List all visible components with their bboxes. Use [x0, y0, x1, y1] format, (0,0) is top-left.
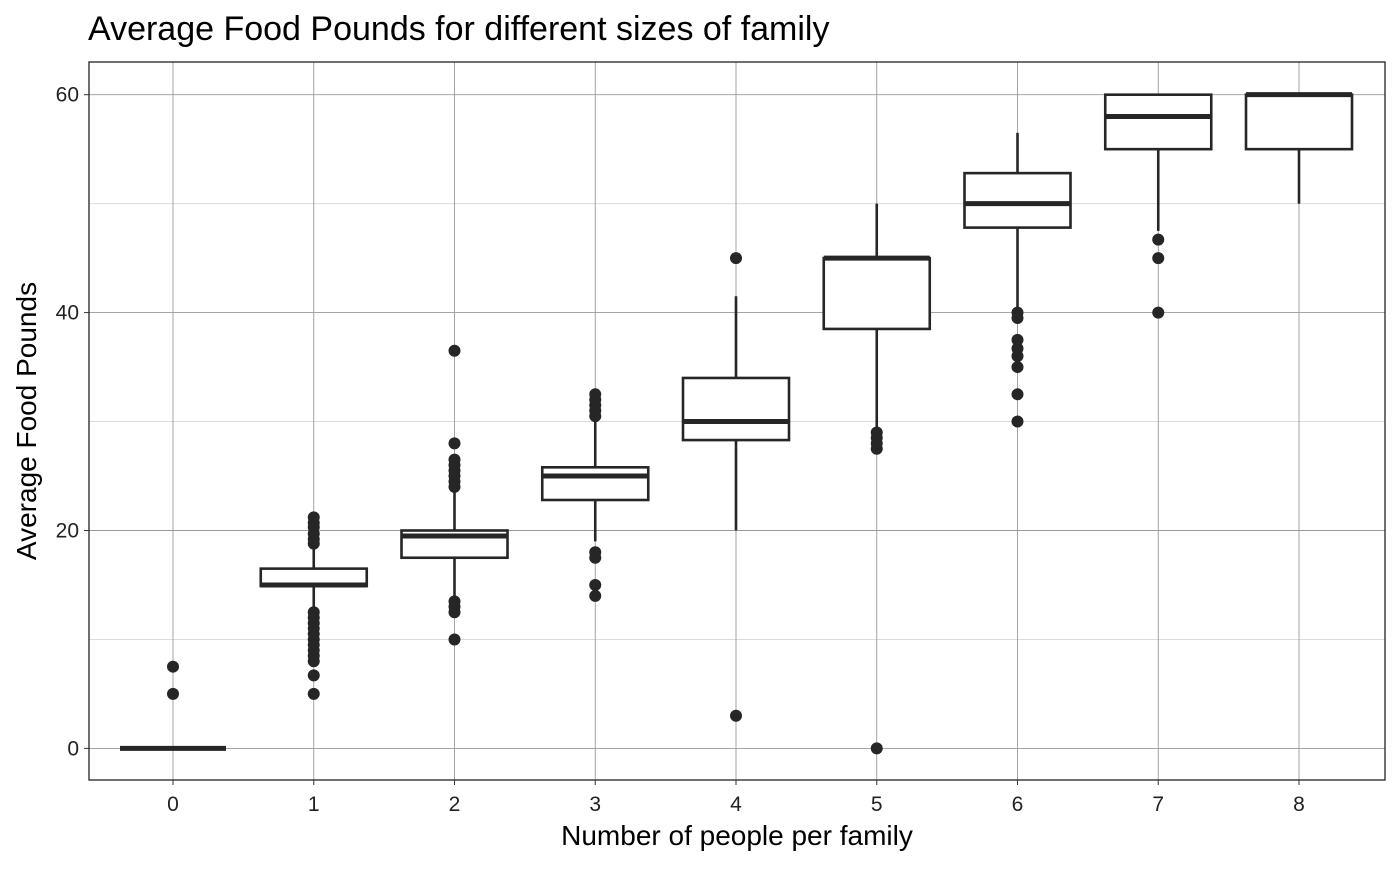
outlier-point [1011, 361, 1024, 374]
outlier-point [1011, 342, 1024, 355]
box-body [540, 466, 650, 502]
outlier-point [307, 687, 320, 700]
box-body [1244, 93, 1354, 151]
box-body [681, 376, 791, 442]
x-tick-label: 5 [871, 793, 883, 816]
outlier-points [167, 233, 1165, 755]
outlier-point [589, 578, 602, 591]
box-6 [963, 132, 1072, 308]
outlier-point [1011, 306, 1024, 319]
x-tick-label: 8 [1293, 793, 1305, 816]
box-5 [822, 203, 932, 427]
x-tick-label: 7 [1152, 793, 1164, 816]
box-body [822, 256, 932, 331]
y-axis-title: Average Food Pounds [11, 282, 42, 560]
x-tick-label: 2 [449, 793, 461, 816]
box-1 [259, 546, 369, 607]
outlier-point [870, 426, 883, 439]
box-4 [681, 296, 791, 531]
axis-ticks: 0 20 40 60 0 1 2 3 4 5 6 7 8 [56, 84, 1305, 816]
outlier-point [448, 437, 461, 450]
outlier-point [730, 252, 742, 265]
x-tick-label: 0 [167, 793, 179, 816]
outlier-point [307, 606, 320, 619]
outlier-point [1152, 252, 1165, 265]
outlier-point [589, 388, 602, 401]
y-tick-label: 20 [56, 519, 79, 542]
outlier-point [589, 589, 602, 602]
box-7 [1103, 93, 1213, 231]
chart-title: Average Food Pounds for different sizes … [88, 10, 829, 48]
outlier-point [167, 660, 179, 673]
box-series [120, 92, 1354, 751]
outlier-point [1152, 306, 1165, 319]
outlier-point [167, 687, 179, 700]
box-body [963, 171, 1072, 229]
x-tick-label: 3 [589, 793, 601, 816]
box-8 [1244, 92, 1354, 204]
y-tick-label: 60 [56, 84, 79, 107]
y-tick-label: 40 [56, 302, 79, 325]
panel-border [88, 61, 1386, 781]
outlier-point [1011, 333, 1024, 346]
x-tick-label: 6 [1012, 793, 1024, 816]
y-tick-label: 0 [67, 737, 79, 760]
x-axis-title: Number of people per family [561, 820, 913, 851]
outlier-point [448, 633, 461, 646]
box-body [1103, 93, 1213, 151]
x-tick-label: 4 [730, 793, 742, 816]
outlier-point [448, 453, 461, 466]
outlier-point [730, 709, 742, 722]
outlier-point [448, 595, 461, 608]
outlier-point [1011, 388, 1024, 401]
box-2 [400, 492, 509, 596]
outlier-point [1152, 233, 1165, 246]
outlier-point [448, 344, 461, 357]
outlier-point [307, 669, 320, 682]
outlier-point [589, 546, 602, 559]
outlier-point [307, 511, 320, 524]
box-3 [540, 421, 650, 542]
x-tick-label: 1 [308, 793, 320, 816]
outlier-point [870, 742, 883, 755]
outlier-point [1011, 415, 1024, 428]
